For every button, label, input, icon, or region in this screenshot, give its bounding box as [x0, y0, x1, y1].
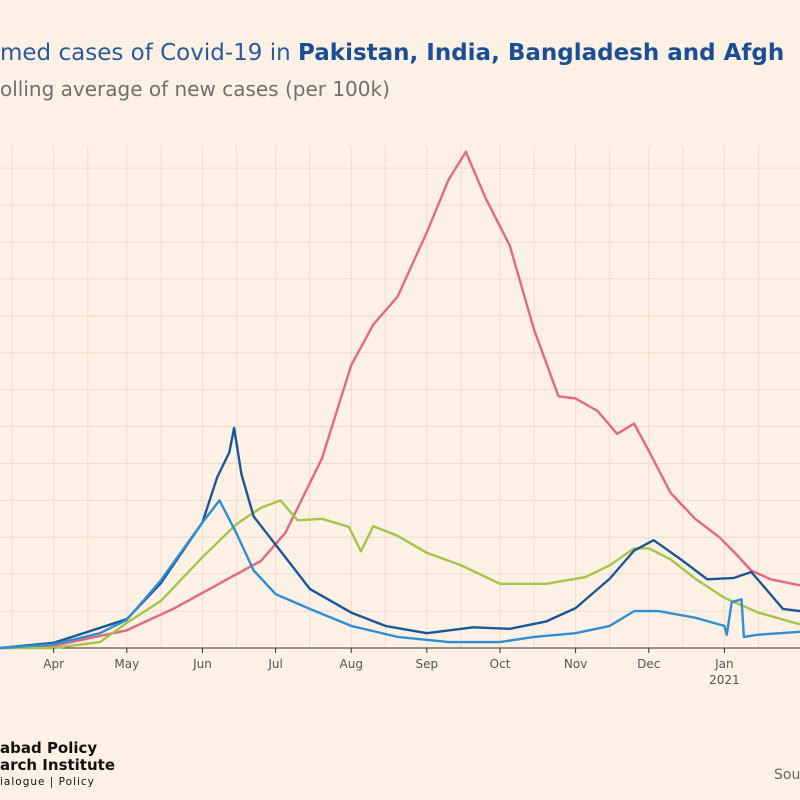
x-tick-label: Jun	[192, 657, 212, 671]
x-axis-ticks: Apr May Jun Jul Aug Sep Oct Nov Dec Jan 2021	[43, 648, 740, 687]
series-line-bangladesh	[0, 499, 800, 650]
chart-series	[0, 150, 800, 650]
chart-grid	[0, 146, 800, 649]
x-tick-label: Sep	[416, 657, 439, 671]
x-tick-label: Jan	[714, 657, 734, 671]
chart-subtitle: olling average of new cases (per 100k)	[0, 77, 390, 101]
title-countries: Pakistan, India, Bangladesh and Afgh	[298, 40, 785, 66]
x-tick-label: Nov	[564, 657, 587, 671]
x-tick-label: May	[114, 657, 139, 671]
x-tick-label: Oct	[490, 657, 511, 671]
institute-logo: abad Policy arch Institute ialogue | Pol…	[0, 740, 115, 790]
chart-title: med cases of Covid-19 in Pakistan, India…	[0, 40, 784, 66]
title-prefix: med cases of Covid-19 in	[0, 40, 299, 66]
x-tick-year-label: 2021	[709, 673, 740, 687]
x-tick-label: Apr	[43, 657, 64, 671]
logo-tagline: ialogue | Policy	[0, 776, 95, 788]
x-tick-label: Jul	[267, 657, 282, 671]
series-line-pakistan	[0, 426, 800, 650]
source-note: Sou	[774, 767, 800, 783]
logo-line-1: abad Policy	[0, 739, 98, 757]
series-line-afghanistan	[0, 499, 800, 650]
series-line-india	[0, 150, 800, 650]
logo-line-2: arch Institute	[0, 756, 116, 774]
x-tick-label: Dec	[637, 657, 660, 671]
x-tick-label: Aug	[340, 657, 363, 671]
